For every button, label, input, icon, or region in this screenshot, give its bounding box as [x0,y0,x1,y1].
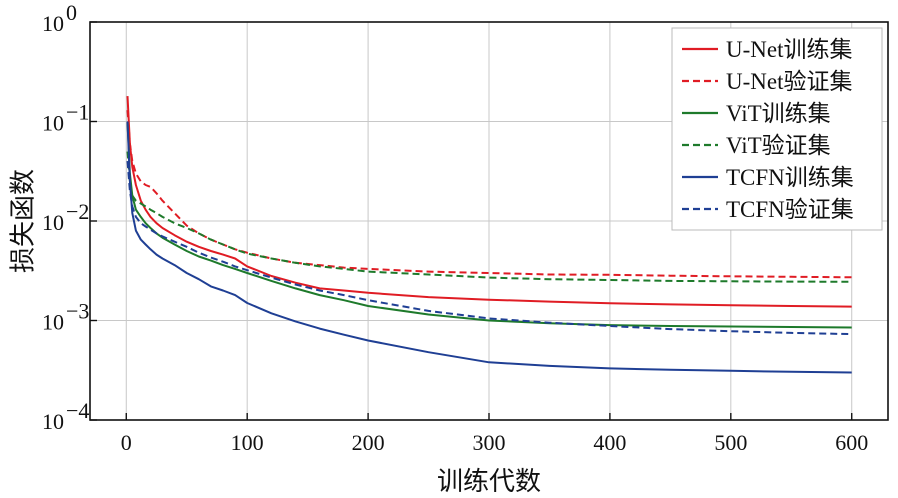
legend-label: ViT训练集 [726,101,831,126]
series-line-1 [126,96,852,308]
series-layer [126,96,852,374]
y-tick-label: 10 [42,310,64,335]
x-tick-label: 500 [714,430,747,455]
legend-label: U-Net训练集 [726,37,852,62]
y-tick-exponent: −3 [66,299,89,324]
series-line-5 [126,121,852,374]
y-axis-title: 损失函数 [9,169,39,273]
legend-label: U-Net验证集 [726,69,852,94]
y-tick-label: 10 [42,111,64,136]
series-line-2 [126,110,852,279]
x-axis-title: 训练代数 [437,467,541,497]
series-line-4 [126,151,852,283]
x-tick-label: 400 [593,430,626,455]
y-tick-label: 10 [42,409,64,434]
y-tick-exponent: −1 [66,100,89,125]
x-tick-label: 600 [835,430,868,455]
y-tick-label: 10 [42,210,64,235]
legend: U-Net训练集 U-Net验证集 ViT训练集 ViT验证集 TCFN训练集 TCFN验… [671,27,883,231]
y-tick-label: 10 [42,11,64,36]
legend-box [671,27,883,231]
legend-label: ViT验证集 [726,133,831,158]
x-tick-label: 100 [231,430,264,455]
y-tick-exponent: −2 [66,199,89,224]
y-tick-exponent: 0 [66,0,77,25]
legend-label: TCFN训练集 [726,165,854,190]
legend-label: TCFN验证集 [726,197,854,222]
series-line-6 [126,161,852,336]
x-tick-label: 300 [473,430,506,455]
y-tick-exponent: −4 [66,398,89,423]
x-tick-label: 200 [352,430,385,455]
x-tick-label: 0 [121,430,132,455]
